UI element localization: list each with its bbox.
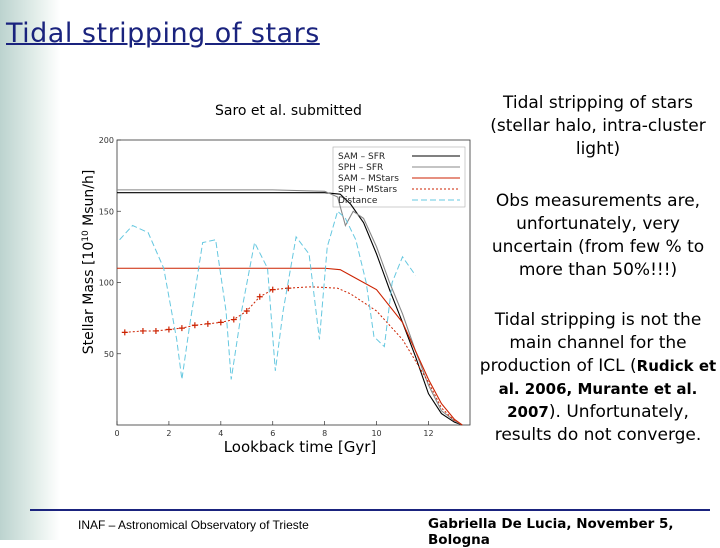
line — [117, 189, 463, 426]
marker — [204, 320, 211, 327]
x-tick-label: 8 — [322, 429, 327, 438]
marker — [121, 329, 128, 336]
legend-label: SPH – SFR — [338, 163, 383, 173]
footer-left: INAF – Astronomical Observatory of Tries… — [78, 518, 309, 532]
y-label-sup: 10 — [81, 230, 91, 242]
marker — [217, 319, 224, 326]
legend-label: Distance — [338, 196, 378, 206]
legend-label: SPH – MStars — [338, 185, 397, 195]
text: Tidal stripping is not the main channel … — [479, 310, 702, 376]
legend-label: SAM – MStars — [338, 174, 399, 184]
y-tick-label: 150 — [99, 207, 114, 216]
marker — [256, 293, 263, 300]
marker — [269, 286, 276, 293]
y-label-part: Msun/h] — [81, 170, 97, 231]
text: ). Unfortunately, results do not converg… — [494, 402, 702, 445]
marker — [139, 327, 146, 334]
x-tick-label: 4 — [218, 429, 223, 438]
y-tick-label: 200 — [99, 136, 114, 145]
text: Obs measurements are, unfortunately, ver… — [491, 191, 705, 280]
reference: Murante et al. 2007 — [507, 380, 698, 421]
footer-right: Gabriella De Lucia, November 5, Bologna — [428, 516, 674, 548]
marker — [152, 327, 159, 334]
marker — [191, 322, 198, 329]
y-tick-label: 100 — [99, 279, 114, 288]
x-axis-label: Lookback time [Gyr] — [224, 438, 377, 456]
paragraph: Tidal stripping of stars (stellar halo, … — [478, 92, 718, 161]
marker — [285, 285, 292, 292]
line — [117, 192, 463, 426]
x-tick-label: 0 — [114, 429, 119, 438]
x-tick-label: 12 — [423, 429, 433, 438]
paragraph: Tidal stripping is not the main channel … — [478, 309, 718, 447]
background-strip — [0, 0, 60, 540]
annotation: Saro et al. submitted — [215, 103, 362, 119]
x-tick-label: 6 — [270, 429, 275, 438]
marker — [178, 325, 185, 332]
legend-box — [332, 146, 466, 208]
y-axis-label: Stellar Mass [1010 Msun/h] — [81, 170, 97, 355]
paragraph: Obs measurements are, unfortunately, ver… — [478, 190, 718, 282]
line — [117, 267, 463, 426]
text: , — [566, 380, 578, 398]
y-label-part: Stellar Mass [10 — [81, 242, 97, 355]
marker — [230, 316, 237, 323]
reference: Rudick et al. 2006 — [498, 357, 717, 398]
y-tick-label: 50 — [104, 350, 114, 359]
text: Tidal stripping of stars (stellar halo, … — [490, 93, 706, 159]
marker — [165, 326, 172, 333]
line — [119, 210, 416, 380]
legend-label: SAM – SFR — [338, 152, 385, 162]
marker — [243, 308, 250, 314]
x-tick-label: 2 — [166, 429, 171, 438]
x-tick-label: 10 — [371, 429, 381, 438]
slide-title: Tidal stripping of stars — [6, 18, 320, 49]
